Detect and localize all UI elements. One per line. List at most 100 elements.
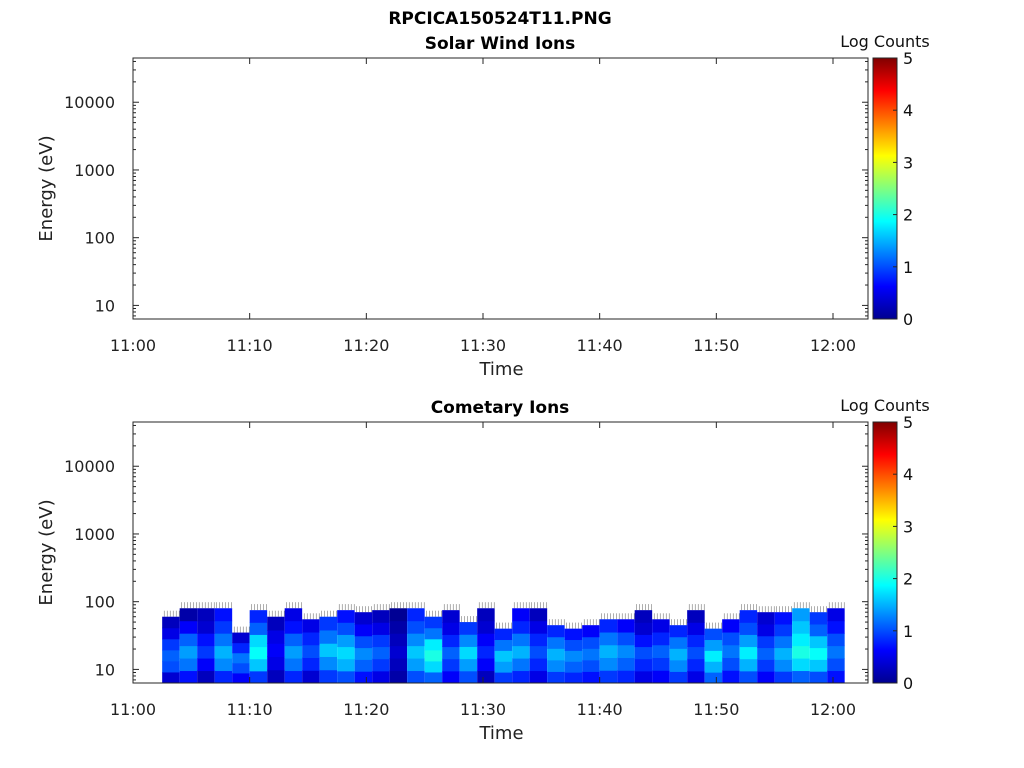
spectrogram-cell <box>407 670 425 684</box>
spectrogram-cell <box>459 646 478 660</box>
spectrogram-cell <box>774 659 793 672</box>
spectrogram-cell <box>564 672 583 684</box>
spectrogram-cell <box>529 670 548 684</box>
spectrogram-cell <box>179 670 198 684</box>
spectrogram-cell <box>162 627 180 640</box>
spectrogram-cell <box>407 633 425 647</box>
spectrogram-cell <box>704 672 723 684</box>
spectrogram-cell <box>792 645 810 659</box>
spectrogram-cell <box>617 619 635 633</box>
spectrogram-cell <box>809 623 828 637</box>
colorbar-tick-label: 3 <box>903 517 913 536</box>
spectrogram-cell <box>652 632 670 646</box>
spectrogram-cell <box>617 657 635 671</box>
spectrogram-cell <box>232 642 250 654</box>
spectrogram-cell <box>547 625 565 638</box>
plot-frame <box>132 421 869 684</box>
spectrogram-cell <box>512 620 530 634</box>
colorbar-tick-label: 5 <box>903 49 913 68</box>
spectrogram-cell <box>389 620 408 634</box>
spectrogram-cell <box>809 671 828 684</box>
spectrogram-cell <box>337 646 355 660</box>
spectrogram-cell <box>652 644 670 659</box>
spectrogram-cell <box>739 658 758 672</box>
colorbar-tick-label: 4 <box>903 465 913 484</box>
spectrogram-cell <box>284 658 303 672</box>
y-tick-label: 10000 <box>64 457 115 476</box>
y-axis-label: Energy (eV) <box>36 499 57 605</box>
x-tick-label: 12:00 <box>810 700 856 719</box>
spectrogram-cell <box>634 646 653 660</box>
spectrogram-cell <box>827 658 845 672</box>
spectrogram-cell <box>354 647 373 660</box>
y-tick-label: 1000 <box>74 161 115 180</box>
spectrogram-cell <box>389 633 408 647</box>
spectrogram-cell <box>722 619 740 633</box>
spectrogram-cell <box>337 634 355 648</box>
spectrogram-cell <box>249 634 268 648</box>
spectrogram-cell <box>774 671 793 684</box>
spectrogram-cell <box>809 659 828 672</box>
spectrogram-cell <box>757 647 775 660</box>
y-tick-label: 10 <box>95 296 115 315</box>
spectrogram-cell <box>687 634 705 648</box>
spectrogram-cell <box>284 633 303 647</box>
spectrogram-cell <box>302 644 320 659</box>
spectrogram-cell <box>249 670 268 684</box>
spectrogram-cell <box>232 672 250 684</box>
spectrogram-cell <box>687 670 705 684</box>
spectrogram-cell <box>407 645 425 659</box>
spectrogram-cell <box>599 670 618 684</box>
colorbar-tick-label: 2 <box>903 206 913 225</box>
spectrogram-cell <box>494 639 513 651</box>
spectrogram-cell <box>319 669 338 684</box>
spectrogram-cell <box>197 633 215 647</box>
spectrogram-cell <box>547 659 565 672</box>
spectrogram-cell <box>162 649 180 662</box>
spectrogram-cell <box>249 622 268 635</box>
spectrogram-cell <box>529 658 548 672</box>
colorbar-tick-label: 4 <box>903 101 913 120</box>
spectrogram-cell <box>582 625 600 638</box>
colorbar-label: Log Counts <box>840 32 930 51</box>
x-tick-label: 11:30 <box>460 700 506 719</box>
spectrogram-cell <box>582 648 600 661</box>
spectrogram-cell <box>652 619 670 633</box>
x-tick-label: 11:50 <box>693 336 739 355</box>
colorbar-tick-label: 1 <box>903 258 913 277</box>
spectrogram-cell <box>599 657 618 671</box>
spectrogram-cell <box>827 620 845 634</box>
colorbar-gradient <box>872 421 898 684</box>
spectrogram-cell <box>617 644 635 659</box>
spectrogram-cell <box>704 639 723 651</box>
spectrogram-cell <box>424 649 443 662</box>
spectrogram-cell <box>354 659 373 672</box>
spectrogram-cell <box>249 646 268 660</box>
spectrogram-cell <box>599 644 618 659</box>
spectrogram-cell <box>669 659 688 672</box>
spectrogram-cell <box>757 671 775 684</box>
spectrogram-cell <box>687 646 705 660</box>
spectrogram-cell <box>442 658 460 672</box>
spectrogram-cell <box>442 610 460 623</box>
spectrogram-cell <box>372 670 390 684</box>
colorbar-label: Log Counts <box>840 396 930 415</box>
spectrogram-cell <box>704 661 723 673</box>
spectrogram-cell <box>477 645 495 659</box>
spectrogram-cell <box>669 648 688 661</box>
spectrogram-cell <box>827 608 845 622</box>
spectrogram-cell <box>162 616 180 629</box>
y-tick-label: 10 <box>95 660 115 679</box>
spectrogram-cell <box>354 612 373 625</box>
spectrogram-cell <box>757 635 775 649</box>
spectrogram-cell <box>512 608 530 622</box>
spectrogram-cell <box>267 669 285 684</box>
spectrogram-cell <box>232 662 250 674</box>
spectrogram-cell <box>774 612 793 625</box>
spectrogram-cell <box>669 625 688 638</box>
spectrogram-cell <box>477 633 495 647</box>
spectrogram-cell <box>354 623 373 637</box>
